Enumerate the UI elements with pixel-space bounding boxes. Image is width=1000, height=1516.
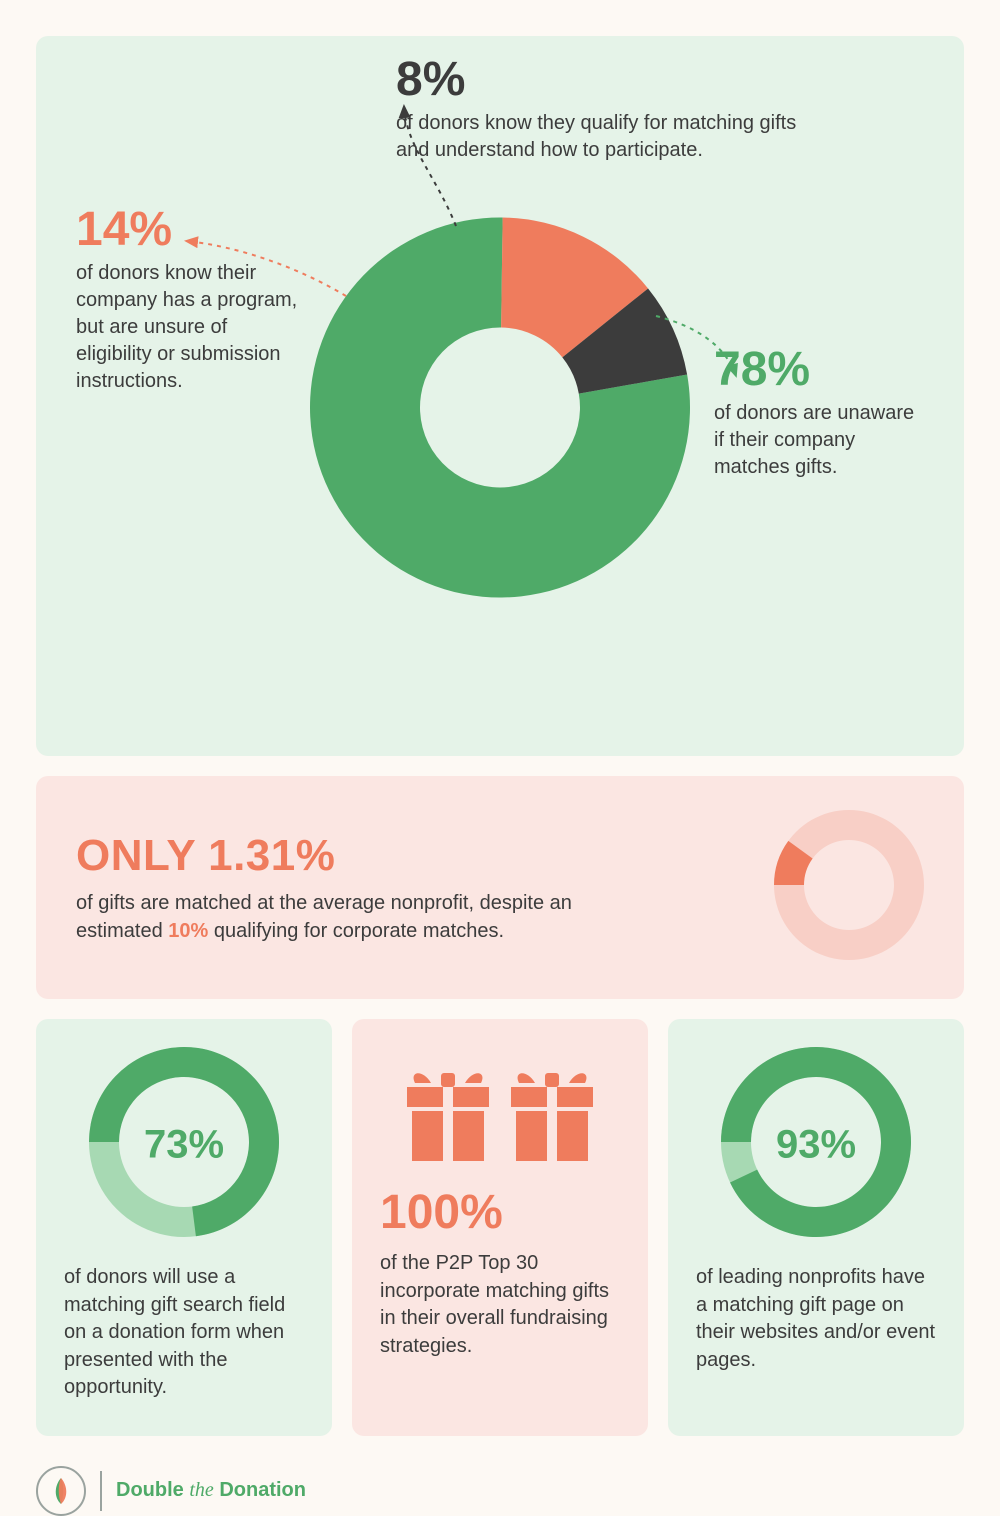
bottom-row: 73% of donors will use a matching gift s… (36, 1019, 964, 1436)
brand-pre: Double (116, 1479, 184, 1501)
brand-script: the (189, 1479, 213, 1501)
mid-text: ONLY 1.31% of gifts are matched at the a… (76, 831, 636, 945)
mid-panel: ONLY 1.31% of gifts are matched at the a… (36, 776, 964, 999)
card-93-ring: 93% (721, 1047, 911, 1242)
card-73-ring: 73% (89, 1047, 279, 1242)
brand-text: Double the Donation (116, 1479, 306, 1502)
callout-14-text: of donors know their company has a progr… (76, 260, 306, 395)
mid-sub-hl: 10% (168, 920, 208, 942)
brand-post: Donation (219, 1479, 306, 1501)
card-100-desc: of the P2P Top 30 incorporate matching g… (380, 1250, 620, 1360)
card-93-desc: of leading nonprofits have a matching gi… (696, 1264, 936, 1374)
card-100-big: 100% (380, 1185, 503, 1240)
brand-logo-icon (36, 1466, 86, 1516)
mid-sub: of gifts are matched at the average nonp… (76, 889, 636, 945)
gift-icon (403, 1065, 493, 1165)
callout-14: 14% of donors know their company has a p… (76, 206, 306, 395)
callout-78: 78% of donors are unaware if their compa… (714, 346, 924, 481)
callout-78-text: of donors are unaware if their company m… (714, 400, 924, 481)
mid-headline: ONLY 1.31% (76, 831, 636, 881)
callout-8-pct: 8% (396, 56, 826, 104)
card-100: 100% of the P2P Top 30 incorporate match… (352, 1019, 648, 1436)
brand-divider (100, 1471, 102, 1511)
gift-icon (507, 1065, 597, 1165)
card-73-pct: 73% (144, 1122, 224, 1167)
mid-sub-post: qualifying for corporate matches. (208, 920, 504, 942)
mid-ring (774, 810, 924, 965)
card-93-pct: 93% (776, 1122, 856, 1167)
callout-78-pct: 78% (714, 346, 924, 394)
card-93: 93% of leading nonprofits have a matchin… (668, 1019, 964, 1436)
callout-8-text: of donors know they qualify for matching… (396, 110, 826, 164)
card-73-desc: of donors will use a matching gift searc… (64, 1264, 304, 1402)
callout-8: 8% of donors know they qualify for match… (396, 56, 826, 164)
card-73: 73% of donors will use a matching gift s… (36, 1019, 332, 1436)
callout-14-pct: 14% (76, 206, 306, 254)
footer-brand: Double the Donation (36, 1466, 964, 1516)
top-panel: 8% of donors know they qualify for match… (36, 36, 964, 756)
top-donut (310, 218, 690, 603)
gift-icons (403, 1065, 597, 1165)
